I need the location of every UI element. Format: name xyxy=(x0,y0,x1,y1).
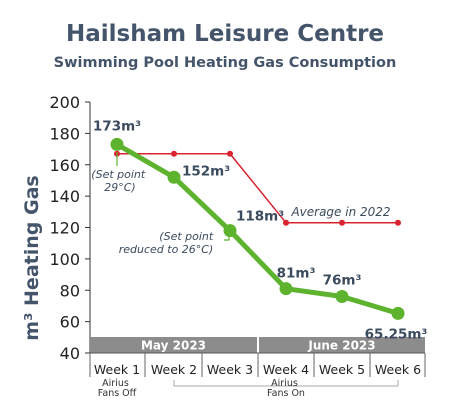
chart-subtitle: Swimming Pool Heating Gas Consumption xyxy=(54,55,397,71)
y-tick-label: 60 xyxy=(60,313,80,332)
footnote-fans-on: Airius Fans On xyxy=(267,378,305,399)
month-band-label: May 2023 xyxy=(141,339,206,353)
y-tick-label: 200 xyxy=(49,93,80,112)
series-point-average-2022 xyxy=(395,219,401,226)
data-label: 152m³ xyxy=(182,163,230,179)
month-bands: May 2023 June 2023 xyxy=(90,337,425,353)
x-tick-label: Week 1 xyxy=(94,362,140,377)
fans-on-bracket xyxy=(173,380,399,387)
y-tick-label: 120 xyxy=(49,219,80,238)
data-label: 76m³ xyxy=(323,273,362,289)
y-tick-label: 180 xyxy=(49,124,80,143)
x-tick-label: Week 2 xyxy=(151,362,197,377)
data-label: 65.25m³ xyxy=(365,326,428,342)
callout-connector xyxy=(224,233,230,241)
data-label: 81m³ xyxy=(277,266,316,282)
data-label: 173m³ xyxy=(93,118,141,134)
series-point-average-2022 xyxy=(283,219,289,226)
y-tick-label: 160 xyxy=(49,156,80,175)
y-axis-label: m³ Heating Gas xyxy=(21,175,43,340)
series-point-average-2022 xyxy=(339,219,345,226)
series-point-gas-2023 xyxy=(391,306,405,320)
x-tick-label: Week 5 xyxy=(319,362,365,377)
annotation-set-point-29: (Set point 29°C) xyxy=(91,168,148,194)
y-axis: 40 60 80 100 120 140 160 180 200 xyxy=(49,93,91,363)
annotations: (Set point 29°C) (Set point reduced to 2… xyxy=(91,168,390,256)
series-point-average-2022 xyxy=(171,150,177,157)
y-tick-label: 100 xyxy=(49,250,80,269)
x-tick-label: Week 6 xyxy=(375,362,421,377)
data-label: 118m³ xyxy=(236,209,284,225)
annotation-brackets xyxy=(116,152,399,387)
x-tick-label: Week 3 xyxy=(207,362,253,377)
x-axis: Week 1 Week 2 Week 3 Week 4 Week 5 Week 6 xyxy=(89,352,426,377)
series-point-gas-2023 xyxy=(110,137,124,151)
month-band-label: June 2023 xyxy=(307,339,375,353)
series-point-gas-2023 xyxy=(167,170,181,184)
month-band-2 xyxy=(259,337,425,353)
series-point-gas-2023 xyxy=(279,282,293,296)
chart-title: Hailsham Leisure Centre xyxy=(66,21,384,47)
annotation-set-point-26: (Set point reduced to 26°C) xyxy=(119,230,217,256)
y-tick-label: 80 xyxy=(60,281,80,300)
series-line-average-2022 xyxy=(117,153,398,224)
footnote-fans-off: Airius Fans Off xyxy=(98,378,137,399)
series-point-gas-2023 xyxy=(223,224,237,238)
y-tick-label: 40 xyxy=(60,344,80,363)
series-point-gas-2023 xyxy=(335,290,349,304)
footnotes: Airius Fans Off Airius Fans On xyxy=(98,378,305,399)
x-tick-label: Week 4 xyxy=(263,362,309,377)
annotation-average-2022: Average in 2022 xyxy=(290,205,390,219)
y-tick-label: 140 xyxy=(49,187,80,206)
plot-area xyxy=(110,137,405,320)
series-point-average-2022 xyxy=(227,150,233,157)
series-line-gas-2023 xyxy=(115,142,399,316)
month-band-1 xyxy=(90,337,257,353)
data-labels: 173m³ 152m³ 118m³ 81m³ 76m³ 65.25m³ xyxy=(93,118,428,342)
